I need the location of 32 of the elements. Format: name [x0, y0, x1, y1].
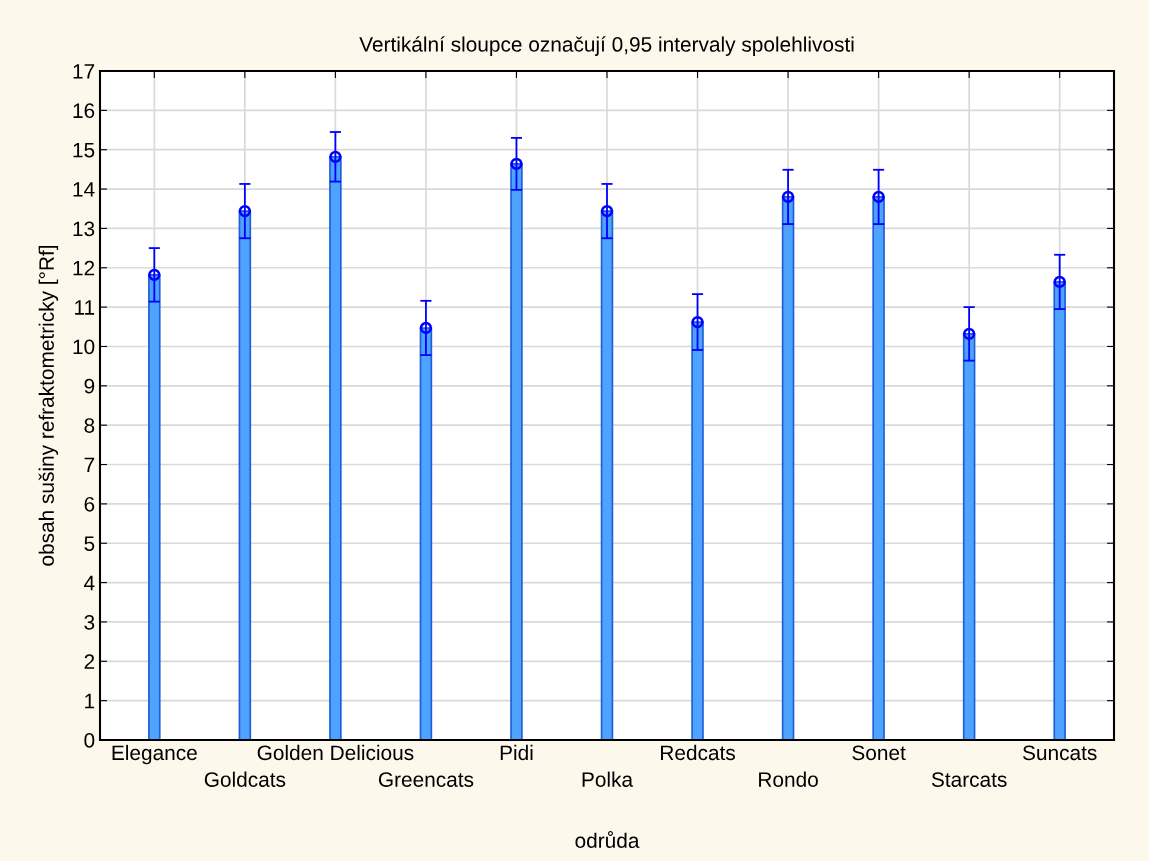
x-tick-label: Redcats: [661, 744, 735, 761]
y-tick-label: 3: [84, 614, 95, 630]
y-tick-label: 17: [73, 64, 95, 79]
y-tick-label: 6: [84, 496, 95, 512]
y-tick-label: 12: [73, 260, 95, 276]
x-tick-label: Suncats: [1022, 745, 1097, 761]
x-tick-label: Polka: [582, 771, 634, 787]
y-tick-label: 5: [84, 536, 95, 551]
y-tick-label: 11: [75, 300, 95, 315]
y-axis-title: obsah sušiny refraktometricky [°Rf]: [38, 245, 59, 566]
x-tick-label: Goldcats: [204, 771, 286, 787]
y-tick-label: 10: [73, 339, 95, 355]
x-tick-label: Starcats: [931, 772, 1007, 787]
y-tick-label: 16: [73, 103, 95, 119]
y-tick-label: 2: [84, 654, 95, 669]
y-tick-label: 13: [73, 221, 95, 237]
x-tick-label: Elegance: [112, 744, 197, 765]
y-tick-label: 8: [84, 418, 95, 433]
y-tick-label: 1: [85, 693, 95, 709]
x-tick-label: Rondo: [759, 771, 818, 787]
x-tick-label: Golden Delicious: [257, 744, 414, 761]
x-tick-label: Greencats: [378, 772, 474, 787]
chart-title: Vertikální sloupce označují 0,95 intervaly spolehlivosti: [359, 36, 854, 56]
y-tick-label: 15: [73, 142, 95, 158]
y-tick-label: 7: [84, 457, 95, 473]
y-tick-label: 9: [84, 378, 95, 394]
x-tick-label: Pidi: [500, 744, 533, 761]
y-tick-label: 0: [84, 733, 95, 748]
x-axis-title: odrůda: [575, 831, 640, 849]
y-tick-label: 14: [73, 182, 95, 197]
x-tick-label: Sonet: [852, 745, 906, 761]
y-tick-label: 4: [84, 575, 95, 591]
